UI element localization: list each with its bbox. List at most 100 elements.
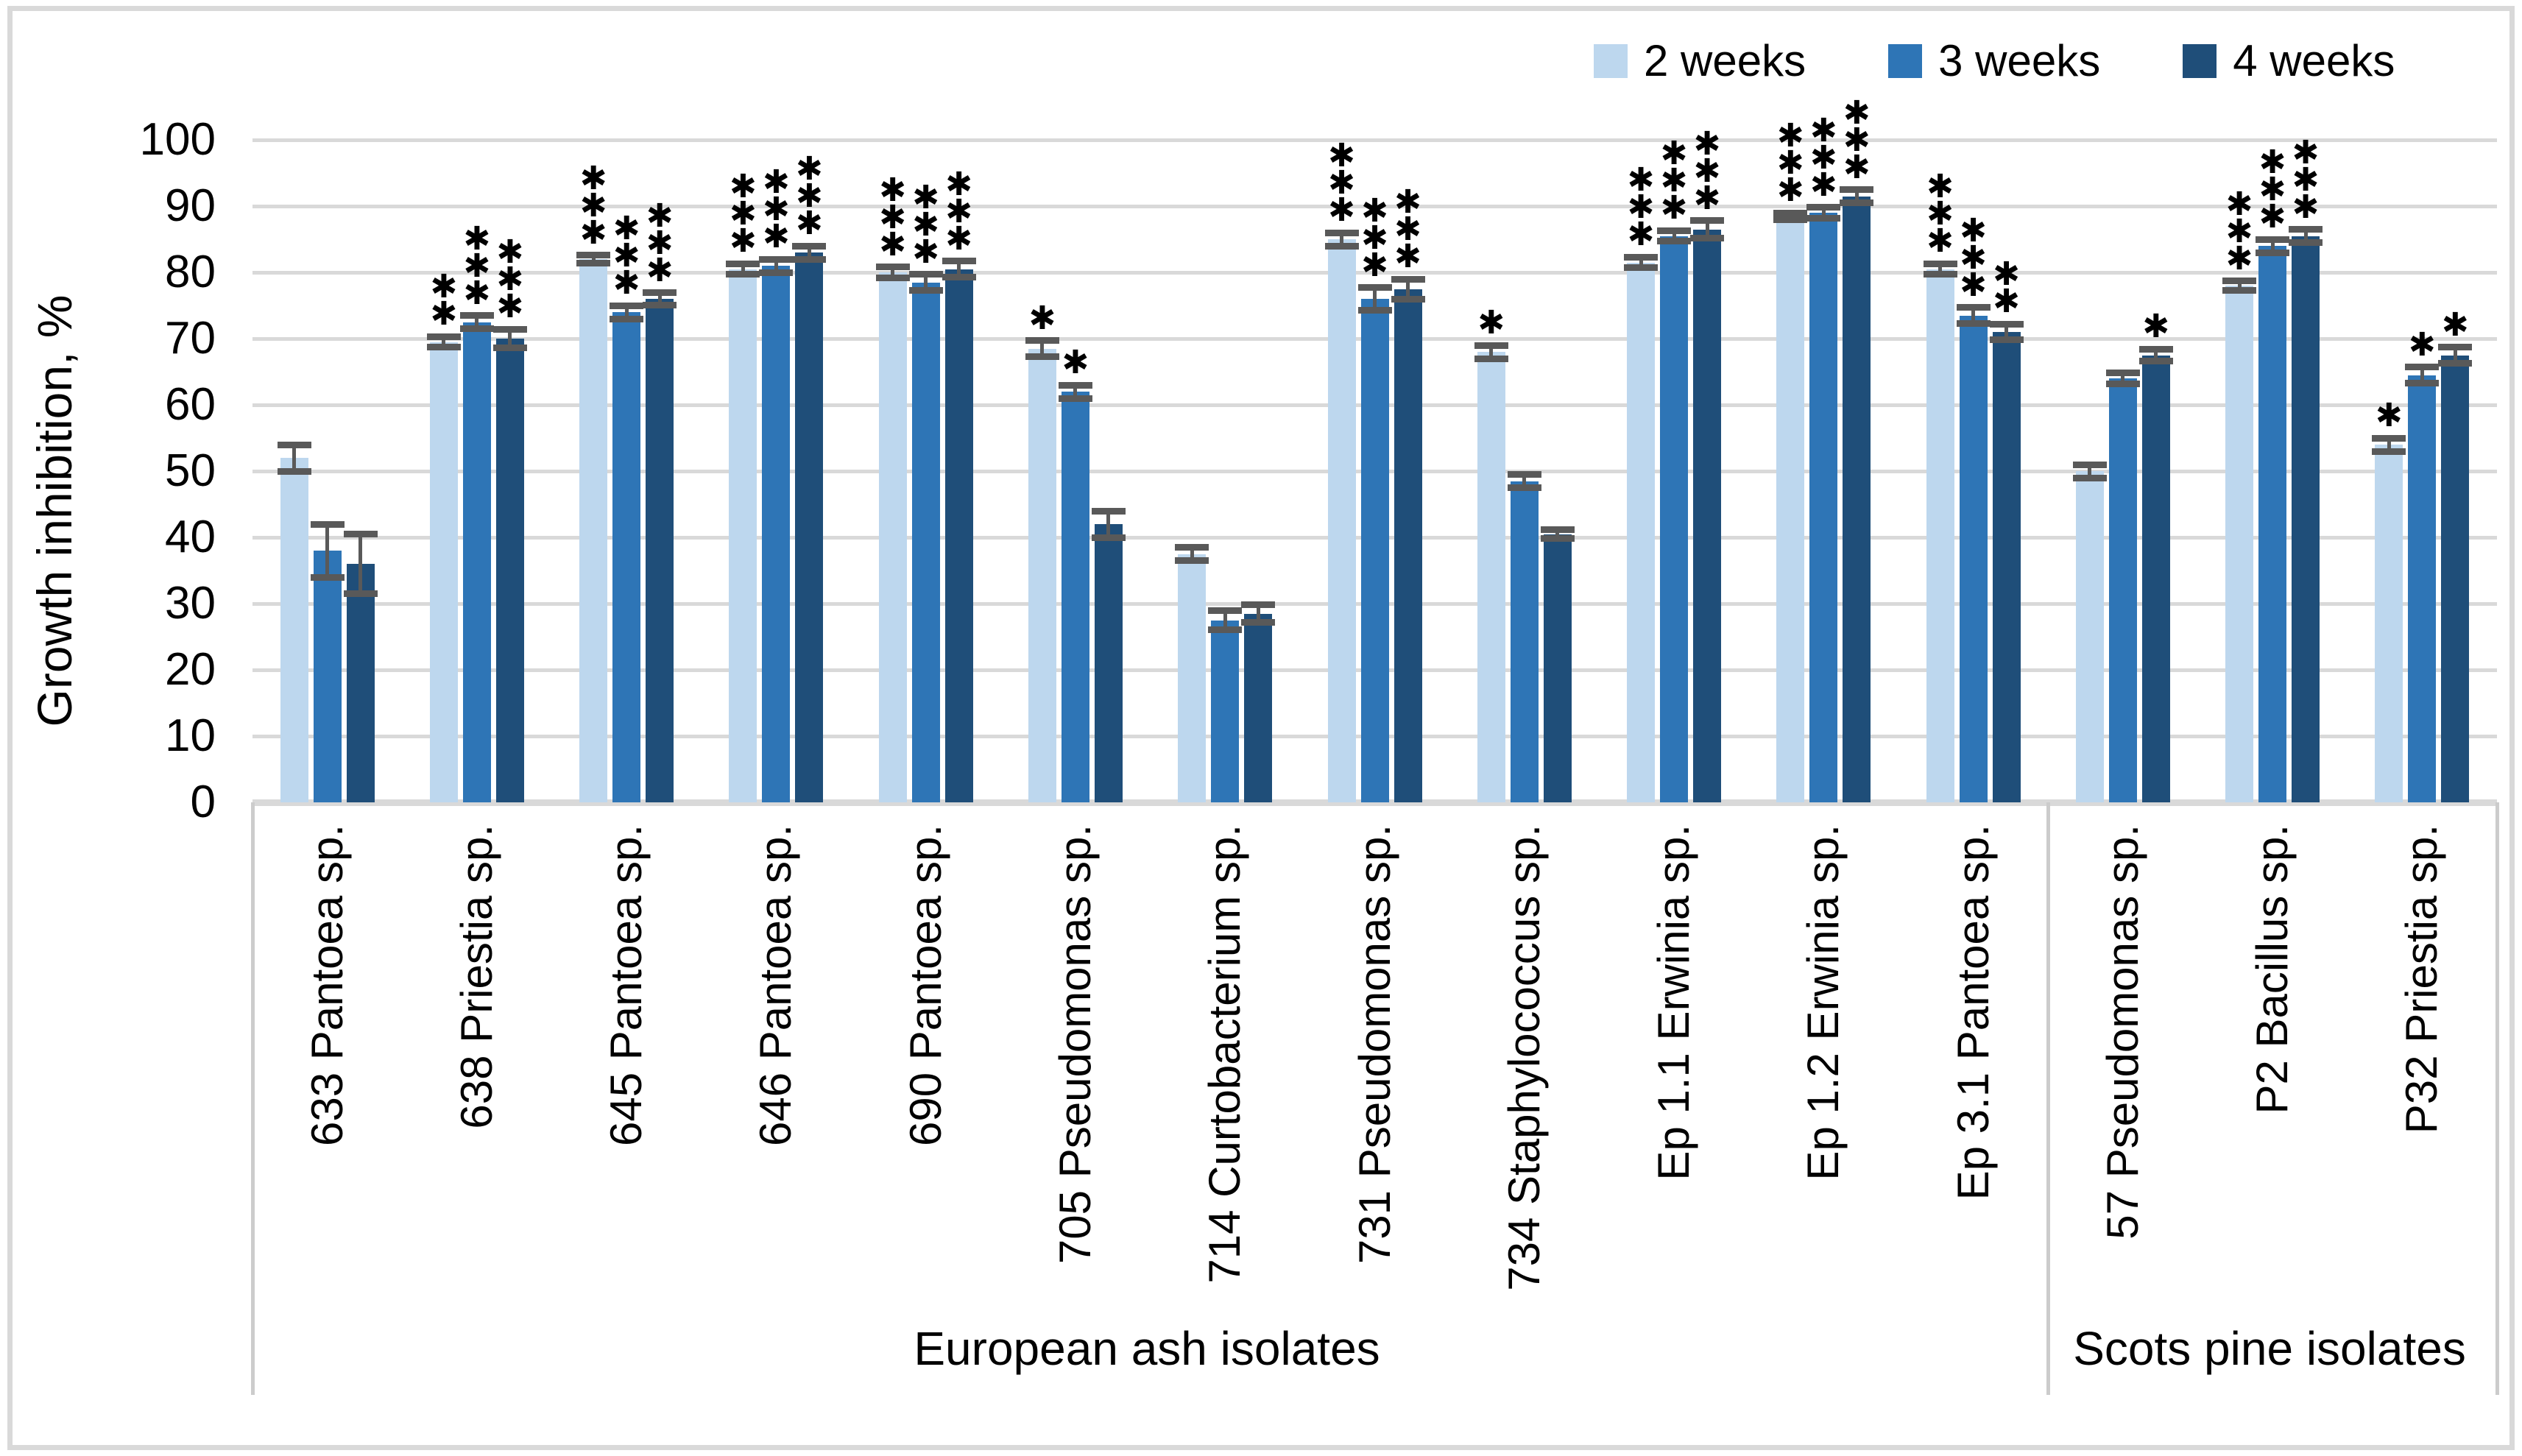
asterisk-icon: ✱ xyxy=(945,193,973,230)
significance-marker: ✱ xyxy=(1031,347,1120,379)
asterisk-icon: ✱ xyxy=(2258,172,2286,208)
error-bar-cap xyxy=(2289,226,2323,233)
figure-border xyxy=(7,6,2515,1450)
error-bar-whisker xyxy=(591,255,596,264)
error-bar-cap xyxy=(2222,286,2257,294)
error-bar-whisker xyxy=(1639,257,1643,268)
error-bar-whisker xyxy=(442,336,446,347)
error-bar-cap xyxy=(1690,217,1725,225)
asterisk-icon: ✱ xyxy=(1627,216,1655,253)
significance-marker: ✱ ✱ ✱ xyxy=(615,197,704,286)
asterisk-icon: ✱ xyxy=(1926,196,1954,233)
bar xyxy=(1394,289,1422,802)
asterisk-icon: ✱ xyxy=(646,197,674,234)
asterisk-icon: ✱ xyxy=(579,214,607,251)
asterisk-icon: ✱ xyxy=(1361,219,1388,256)
asterisk-icon: ✱ xyxy=(430,296,458,333)
y-tick-label: 100 xyxy=(139,114,216,165)
asterisk-icon: ✱ xyxy=(945,166,973,202)
asterisk-icon: ✱ xyxy=(2142,308,2170,345)
y-tick-label: 30 xyxy=(165,578,216,629)
asterisk-icon: ✱ xyxy=(1028,300,1056,336)
bar xyxy=(2225,286,2254,802)
legend-label: 3 weeks xyxy=(1938,36,2101,85)
asterisk-icon: ✱ xyxy=(912,179,940,216)
error-bar-cap xyxy=(2105,380,2140,387)
error-bar-cap xyxy=(875,264,910,271)
error-bar-cap xyxy=(310,573,345,581)
group-label-european-ash: European ash isolates xyxy=(914,1322,1380,1375)
error-bar-cap xyxy=(1840,186,1874,193)
error-bar-cap xyxy=(1540,526,1575,533)
error-bar-cap xyxy=(1091,507,1126,515)
bar xyxy=(1992,332,2021,802)
error-bar-whisker xyxy=(1190,547,1194,561)
bar xyxy=(313,551,342,802)
legend-swatch-4-weeks xyxy=(2183,43,2217,78)
category-label: 705 Pseudomonas sp. xyxy=(1050,824,1100,1265)
error-bar-cap xyxy=(1806,204,1841,211)
asterisk-icon: ✱ xyxy=(912,233,940,270)
error-bar-whisker xyxy=(2270,239,2275,252)
error-bar-cap xyxy=(792,242,827,250)
asterisk-icon: ✱ xyxy=(1776,145,1804,181)
asterisk-icon: ✱ xyxy=(496,261,524,298)
asterisk-icon: ✱ xyxy=(430,269,458,305)
error-bar-whisker xyxy=(1106,511,1111,537)
error-bar-whisker xyxy=(957,261,961,278)
asterisk-icon: ✱ xyxy=(2292,161,2320,198)
error-bar-cap xyxy=(2222,278,2257,285)
gridline xyxy=(252,138,2497,142)
error-bar-cap xyxy=(2372,448,2406,455)
significance-marker: ✱ ✱ ✱ xyxy=(582,211,671,300)
error-bar-whisker xyxy=(1854,189,1859,203)
error-bar-whisker xyxy=(1040,340,1045,357)
error-bar-whisker xyxy=(1672,230,1676,241)
error-bar-whisker xyxy=(1073,385,1078,398)
error-bar-cap xyxy=(1773,216,1808,223)
significance-marker: ✱ ✱ ✱ xyxy=(433,220,521,309)
category-label: 638 Priestia sp. xyxy=(451,824,501,1129)
category-label: Ep 1.1 Erwinia sp. xyxy=(1649,824,1699,1181)
asterisk-icon: ✱ xyxy=(612,211,640,247)
error-bar-cap xyxy=(1657,238,1692,245)
legend-item: 4 weeks xyxy=(2183,35,2395,86)
asterisk-icon: ✱ xyxy=(579,187,607,224)
gridline xyxy=(252,204,2497,208)
error-bar-cap xyxy=(908,286,943,294)
asterisk-icon: ✱ xyxy=(762,219,790,255)
asterisk-icon: ✱ xyxy=(1328,138,1355,174)
asterisk-icon: ✱ xyxy=(463,220,491,257)
error-bar-cap xyxy=(343,590,378,597)
significance-marker: ✱ ✱ xyxy=(400,269,488,333)
significance-marker: ✱ xyxy=(998,300,1087,336)
error-bar-cap xyxy=(1989,320,2024,328)
asterisk-icon: ✱ xyxy=(1328,165,1355,201)
error-bar-cap xyxy=(1208,626,1243,633)
bar xyxy=(2108,378,2137,802)
asterisk-icon: ✱ xyxy=(1627,162,1655,199)
error-bar-cap xyxy=(1357,306,1392,314)
error-bar-whisker xyxy=(2453,347,2457,364)
asterisk-icon: ✱ xyxy=(1361,192,1388,229)
error-bar-cap xyxy=(459,312,494,319)
error-bar-whisker xyxy=(1555,529,1560,539)
error-bar-cap xyxy=(1806,214,1841,222)
significance-marker: ✱ ✱ ✱ xyxy=(732,166,820,255)
bar xyxy=(280,458,308,802)
significance-marker: ✱ ✱ ✱ xyxy=(1331,192,1419,281)
asterisk-icon: ✱ xyxy=(1926,223,1954,260)
error-bar-cap xyxy=(1923,260,1957,267)
significance-marker: ✱ ✱ ✱ xyxy=(1779,114,1868,201)
error-bar-cap xyxy=(643,301,677,308)
error-bar-cap xyxy=(726,271,760,278)
significance-marker: ✱ xyxy=(2378,328,2466,361)
significance-marker: ✱ xyxy=(2112,308,2200,345)
error-bar-cap xyxy=(576,252,611,259)
error-bar-cap xyxy=(1624,264,1659,272)
error-bar-whisker xyxy=(2088,464,2092,478)
error-bar-cap xyxy=(759,269,794,276)
bar xyxy=(429,342,458,802)
asterisk-icon: ✱ xyxy=(2225,240,2253,277)
category-label: Ep 3.1 Pantoea sp. xyxy=(1948,824,1998,1201)
